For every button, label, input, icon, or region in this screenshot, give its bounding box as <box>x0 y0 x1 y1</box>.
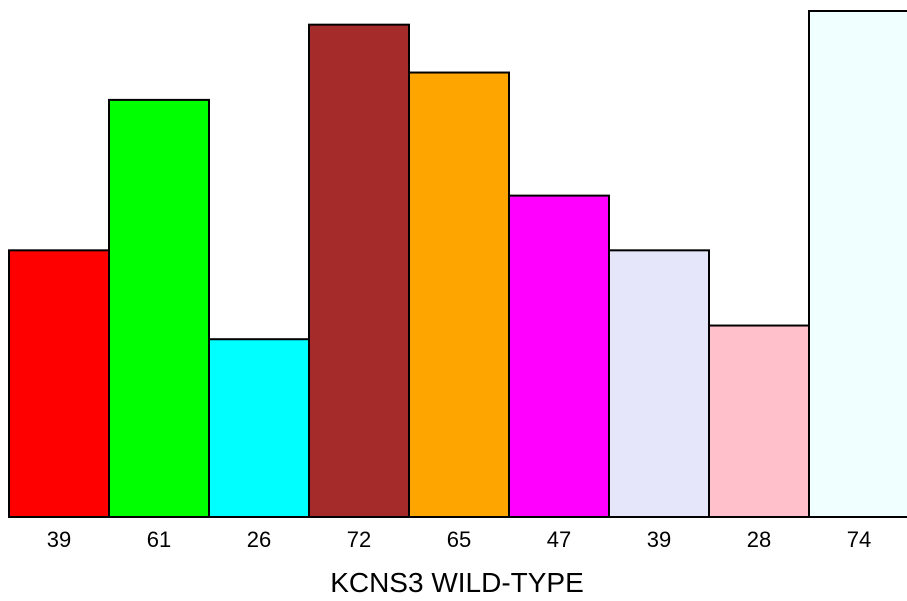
bar-6 <box>508 194 610 519</box>
bar-9 <box>808 10 907 518</box>
x-tick-label-6: 47 <box>547 527 571 552</box>
x-tick-label-1: 39 <box>47 527 71 552</box>
bar-1 <box>8 249 110 519</box>
bar-5 <box>408 71 510 519</box>
bar-3 <box>208 338 310 518</box>
bar-7 <box>608 249 710 519</box>
bar-8 <box>708 324 810 518</box>
x-tick-label-5: 65 <box>447 527 471 552</box>
x-axis-title: KCNS3 WILD-TYPE <box>330 567 584 598</box>
x-tick-label-2: 61 <box>147 527 171 552</box>
tick-labels-group: 39 61 26 72 65 47 39 28 74 <box>47 527 871 552</box>
x-tick-label-8: 28 <box>747 527 771 552</box>
x-tick-label-9: 74 <box>847 527 871 552</box>
x-tick-label-4: 72 <box>347 527 371 552</box>
bars-group <box>8 10 907 519</box>
x-tick-label-3: 26 <box>247 527 271 552</box>
x-tick-label-7: 39 <box>647 527 671 552</box>
bar-4 <box>308 23 410 518</box>
bar-2 <box>108 98 210 518</box>
